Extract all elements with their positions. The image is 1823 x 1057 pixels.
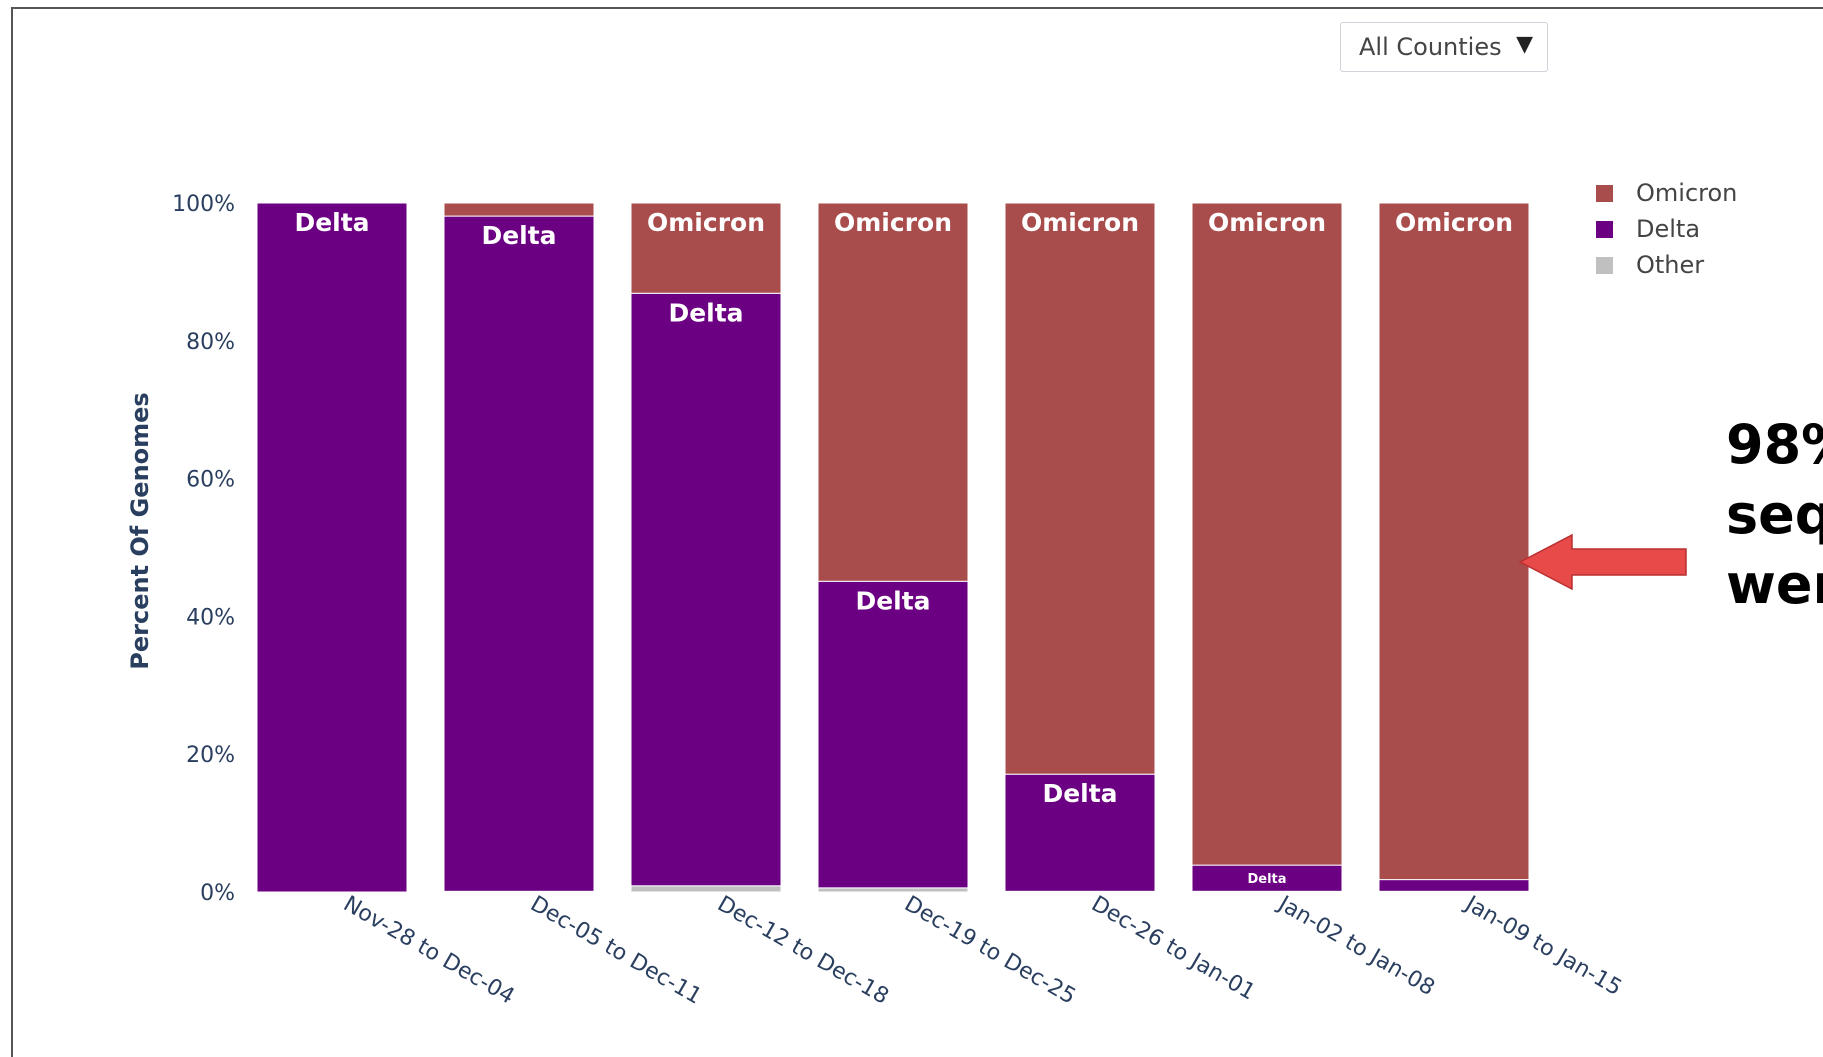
triangle-down-icon: ▼	[1516, 32, 1533, 57]
x-tick-label: Jan-09 to Jan-15	[1459, 891, 1625, 1002]
figure-frame	[11, 7, 1823, 1057]
legend-swatch	[1596, 257, 1613, 274]
bar-omicron	[630, 202, 782, 294]
bar-data-label: Delta	[1247, 872, 1286, 887]
bar-labels: Delta Delta Delta Omicron Delta Omicron Delta O…	[294, 208, 1513, 887]
legend-swatch	[1596, 185, 1613, 202]
y-tick-label: 20%	[186, 743, 235, 768]
bar-omicron	[1378, 202, 1530, 881]
bar-data-label: Delta	[294, 208, 369, 237]
x-tick-label: Nov-28 to Dec-04	[339, 892, 519, 1010]
legend-entry: Delta	[1636, 215, 1700, 243]
legend-entry: Omicron	[1636, 179, 1737, 207]
y-tick-label: 60%	[186, 468, 235, 493]
x-tick-label: Dec-26 to Jan-01	[1087, 892, 1259, 1006]
bars	[256, 202, 1530, 893]
bar-delta	[1004, 773, 1156, 892]
bar-delta	[1191, 864, 1343, 892]
bar-omicron	[443, 202, 595, 217]
bar-data-label: Omicron	[1021, 208, 1139, 237]
x-tick-label: Jan-02 to Jan-08	[1272, 891, 1438, 1002]
county-filter-value: All Counties	[1359, 33, 1502, 61]
county-filter-dropdown[interactable]: All Counties ▼	[1340, 22, 1548, 72]
bar-delta	[256, 202, 408, 893]
bar-delta	[1378, 879, 1530, 892]
bar-delta	[443, 215, 595, 892]
callout-line: seq	[1726, 483, 1823, 546]
y-tick-label: 40%	[186, 605, 235, 630]
bar-omicron	[1004, 202, 1156, 775]
bar-delta	[817, 580, 969, 889]
x-tick-label: Dec-05 to Dec-11	[526, 892, 706, 1010]
y-axis-label: Percent Of Genomes	[126, 392, 154, 669]
bar-data-label: Delta	[481, 221, 556, 250]
x-axis-ticks: Nov-28 to Dec-04 Dec-05 to Dec-11 Dec-12 t…	[339, 891, 1626, 1010]
bar-data-label: Delta	[855, 586, 930, 615]
bar-other	[817, 887, 969, 893]
bar-data-label: Omicron	[647, 208, 765, 237]
bar-data-label: Omicron	[1395, 208, 1513, 237]
x-tick-label: Dec-12 to Dec-18	[713, 892, 893, 1010]
bar-omicron	[1191, 202, 1343, 866]
y-tick-label: 100%	[172, 192, 235, 217]
bar-data-label: Delta	[1042, 779, 1117, 808]
legend: Omicron Delta Other	[1596, 179, 1737, 279]
bar-other	[630, 885, 782, 893]
legend-entry: Other	[1636, 251, 1704, 279]
y-axis-ticks: 0% 20% 40% 60% 80% 100%	[172, 192, 235, 906]
callout-line: 98%	[1726, 413, 1823, 476]
bar-omicron	[817, 202, 969, 582]
y-tick-label: 0%	[200, 881, 235, 906]
y-tick-label: 80%	[186, 330, 235, 355]
bar-data-label: Omicron	[834, 208, 952, 237]
arrow-left-icon	[1518, 533, 1687, 591]
bar-data-label: Delta	[668, 298, 743, 327]
legend-swatch	[1596, 221, 1613, 238]
callout-line: wer	[1726, 553, 1823, 616]
callout-text: 98% seq wer	[1726, 410, 1823, 620]
bar-delta	[630, 292, 782, 887]
bar-data-label: Omicron	[1208, 208, 1326, 237]
x-tick-label: Dec-19 to Dec-25	[900, 892, 1080, 1010]
